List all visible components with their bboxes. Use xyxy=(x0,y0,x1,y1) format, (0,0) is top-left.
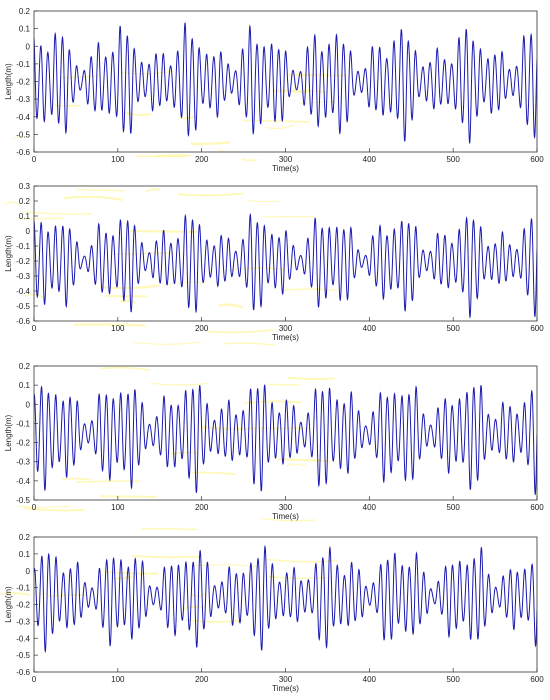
x-axis-label: Time(s) xyxy=(272,512,299,521)
x-tick-label: 200 xyxy=(195,675,209,684)
x-tick-label: 200 xyxy=(195,324,209,333)
x-tick-label: 200 xyxy=(195,155,209,164)
y-tick-label: 0.1 xyxy=(19,550,31,559)
y-axis-label: Length(m) xyxy=(4,586,13,623)
y-tick-label: -0.2 xyxy=(16,601,30,610)
y-tick-label: -0.4 xyxy=(16,477,30,486)
y-tick-label: -0.4 xyxy=(16,113,30,122)
x-axis-label: Time(s) xyxy=(272,684,299,693)
y-tick-label: -0.4 xyxy=(16,287,30,296)
axes-box xyxy=(33,10,538,153)
x-tick-label: 0 xyxy=(32,324,37,333)
x-tick-label: 200 xyxy=(195,503,209,512)
y-tick-label: 0.2 xyxy=(19,533,31,542)
y-tick-label: 0.3 xyxy=(19,182,31,191)
y-tick-label: 0 xyxy=(26,400,31,409)
x-tick-label: 500 xyxy=(446,503,460,512)
y-tick-label: -0.2 xyxy=(16,257,30,266)
y-tick-label: -0.5 xyxy=(16,651,30,660)
y-axis-label: Length(m) xyxy=(4,235,13,272)
x-tick-label: 0 xyxy=(32,155,37,164)
chart-panel-2: 0 100 200 300 400 500 600 -0.6 -0.5 -0.4 -0.3 -0.2 -… xyxy=(4,182,544,342)
y-tick-label: -0.4 xyxy=(16,634,30,643)
x-tick-label: 600 xyxy=(530,155,544,164)
y-tick-label: -0.3 xyxy=(16,272,30,281)
y-tick-label: -0.1 xyxy=(16,419,30,428)
y-tick-label: 0.1 xyxy=(19,381,31,390)
chart-panel-3: 0 100 200 300 400 500 600 -0.5 -0.4 -0.3 -0.2 -0.1 0… xyxy=(4,362,544,521)
chart-panel-1: 0 100 200 300 400 500 600 -0.6 -0.5 -0.4 -0.3 -0.2 -… xyxy=(4,7,544,173)
x-tick-label: 100 xyxy=(111,503,125,512)
axes-box xyxy=(33,185,538,322)
x-tick-label: 600 xyxy=(530,324,544,333)
x-axis-label: Time(s) xyxy=(272,333,299,342)
y-tick-label: -0.2 xyxy=(16,78,30,87)
x-tick-label: 0 xyxy=(32,503,37,512)
x-tick-label: 500 xyxy=(446,675,460,684)
y-tick-label: -0.3 xyxy=(16,458,30,467)
y-axis-label: Length(m) xyxy=(4,63,13,100)
x-tick-label: 0 xyxy=(32,675,37,684)
y-tick-label: -0.5 xyxy=(16,302,30,311)
x-tick-label: 400 xyxy=(363,675,377,684)
x-tick-label: 100 xyxy=(111,324,125,333)
x-tick-label: 100 xyxy=(111,675,125,684)
y-tick-label: 0 xyxy=(26,42,31,51)
y-tick-label: 0.2 xyxy=(19,7,31,16)
y-tick-label: -0.6 xyxy=(16,668,30,677)
y-tick-label: 0.1 xyxy=(19,212,31,221)
y-tick-label: -0.3 xyxy=(16,617,30,626)
y-axis-label: Length(m) xyxy=(4,414,13,451)
x-tick-label: 300 xyxy=(279,675,293,684)
x-tick-label: 600 xyxy=(530,503,544,512)
y-tick-label: 0 xyxy=(26,567,31,576)
y-tick-label: -0.1 xyxy=(16,60,30,69)
y-tick-label: -0.6 xyxy=(16,317,30,326)
series-line xyxy=(34,544,537,654)
x-tick-label: 300 xyxy=(279,324,293,333)
x-tick-label: 500 xyxy=(446,324,460,333)
x-tick-label: 500 xyxy=(446,155,460,164)
x-tick-label: 400 xyxy=(363,155,377,164)
y-tick-label: 0.2 xyxy=(19,362,31,371)
y-tick-label: -0.6 xyxy=(16,148,30,157)
x-tick-label: 400 xyxy=(363,503,377,512)
series-line xyxy=(34,384,537,496)
y-tick-label: -0.1 xyxy=(16,242,30,251)
y-tick-label: 0.2 xyxy=(19,197,31,206)
chart-panel-4: 0 100 200 300 400 500 600 -0.6 -0.5 -0.4 -0.3 -0.2 -… xyxy=(4,533,544,693)
x-tick-label: 100 xyxy=(111,155,125,164)
x-axis-label: Time(s) xyxy=(272,164,299,173)
y-tick-label: 0.1 xyxy=(19,25,31,34)
x-tick-label: 600 xyxy=(530,675,544,684)
series-line xyxy=(34,212,537,319)
y-tick-label: -0.5 xyxy=(16,496,30,505)
y-tick-label: -0.1 xyxy=(16,584,30,593)
x-tick-label: 400 xyxy=(363,324,377,333)
y-tick-label: -0.3 xyxy=(16,95,30,104)
y-tick-label: -0.2 xyxy=(16,439,30,448)
series-line xyxy=(34,22,537,145)
x-tick-label: 300 xyxy=(279,503,293,512)
x-tick-label: 300 xyxy=(279,155,293,164)
y-tick-label: -0.5 xyxy=(16,130,30,139)
y-tick-label: 0 xyxy=(26,227,31,236)
